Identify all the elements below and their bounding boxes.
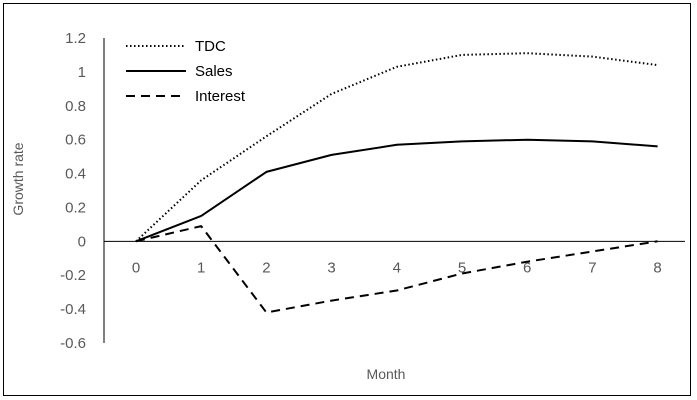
- y-tick-label: 0.6: [65, 132, 86, 149]
- series-lines: [135, 52, 658, 314]
- legend: TDC Sales Interest: [126, 38, 246, 105]
- x-tick-label: 0: [132, 259, 140, 276]
- legend-label-interest: Interest: [195, 88, 246, 105]
- x-tick-label: 5: [458, 259, 466, 276]
- y-tick-label: -0.2: [60, 267, 86, 284]
- axes: 1.2 1 0.8 0.6 0.4 0.2 0 -0.2 -0.4 -0.6 0 1 2 3 4 5 6 7 8: [60, 30, 685, 352]
- y-tick-label: -0.4: [60, 301, 86, 318]
- x-axis-title: Month: [367, 366, 406, 382]
- legend-label-sales: Sales: [195, 63, 233, 80]
- x-tick-label: 3: [327, 259, 335, 276]
- line-chart: 1.2 1 0.8 0.6 0.4 0.2 0 -0.2 -0.4 -0.6 0 1 2 3 4 5 6 7 8 T…: [10, 30, 685, 382]
- x-tick-label: 2: [262, 259, 270, 276]
- y-tick-label: 0.8: [65, 98, 86, 115]
- series-line-tdc: [135, 52, 658, 243]
- y-tick-label: 0.4: [65, 166, 86, 183]
- y-tick-label: 1.2: [65, 30, 86, 47]
- y-axis-title: Growth rate: [10, 142, 26, 215]
- x-tick-label: 7: [588, 259, 596, 276]
- x-tick-label: 6: [523, 259, 531, 276]
- x-tick-label: 4: [393, 259, 401, 276]
- series-line-interest: [135, 225, 658, 314]
- chart-frame: 1.2 1 0.8 0.6 0.4 0.2 0 -0.2 -0.4 -0.6 0 1 2 3 4 5 6 7 8 T…: [3, 3, 691, 396]
- x-tick-label: 8: [653, 259, 661, 276]
- y-tick-label: -0.6: [60, 335, 86, 352]
- x-tick-label: 1: [197, 259, 205, 276]
- y-tick-label: 0.2: [65, 199, 86, 216]
- y-tick-label: 1: [78, 64, 86, 81]
- y-tick-label: 0: [78, 233, 86, 250]
- series-line-sales: [135, 138, 658, 243]
- legend-label-tdc: TDC: [195, 38, 226, 55]
